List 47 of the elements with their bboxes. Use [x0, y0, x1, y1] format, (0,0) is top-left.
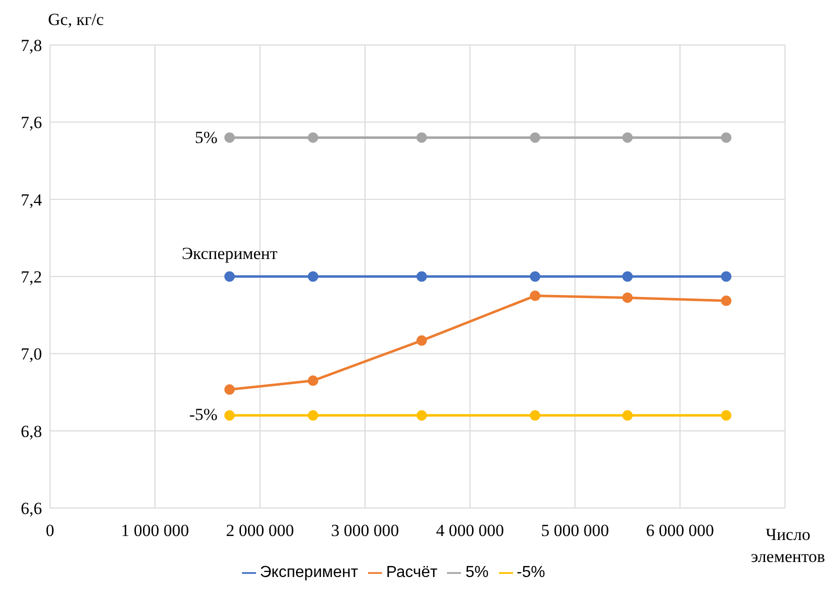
y-tick-label: 7,4 — [20, 190, 42, 210]
point — [530, 410, 540, 421]
point — [622, 292, 633, 303]
point — [530, 290, 540, 302]
x-tick-label: 3 000 000 — [331, 521, 399, 540]
y-tick-label: 6,8 — [20, 422, 42, 441]
point — [416, 271, 427, 282]
point — [622, 410, 633, 421]
y-tick-label: 6,6 — [20, 499, 42, 518]
point — [308, 271, 318, 282]
point — [308, 132, 318, 143]
x-tick-label: 0 — [46, 521, 54, 540]
point — [224, 384, 235, 395]
point — [720, 271, 732, 282]
point — [308, 410, 318, 421]
x-axis-title: Число элементов — [750, 524, 826, 568]
legend-label: Расчёт — [386, 564, 438, 581]
legend-label: -5% — [516, 564, 546, 581]
y-tick-label: 7,8 — [20, 36, 42, 56]
x-tick-label: 5 000 000 — [541, 521, 609, 540]
point — [622, 132, 633, 143]
x-tick-label: 1 000 000 — [121, 521, 189, 540]
point — [416, 410, 427, 421]
y-tick-label: 7,2 — [20, 268, 42, 287]
point — [530, 271, 540, 282]
point — [416, 132, 427, 143]
point — [224, 132, 235, 143]
annotation: -5% — [189, 404, 218, 426]
x-tick-label: 2 000 000 — [226, 521, 294, 540]
point — [308, 375, 318, 386]
point — [720, 132, 732, 143]
y-tick-label: 7,6 — [20, 113, 42, 132]
point — [720, 410, 732, 421]
legend-label: Эксперимент — [260, 564, 358, 581]
point — [720, 296, 732, 306]
point — [224, 410, 235, 421]
point — [416, 335, 427, 346]
annotation: 5% — [194, 126, 218, 149]
point — [530, 132, 540, 143]
y-axis-title: Gc, кг/с — [48, 10, 104, 30]
x-tick-label: 6 000 000 — [646, 521, 714, 540]
x-tick-label: 4 000 000 — [436, 521, 504, 540]
annotation: Эксперимент — [182, 242, 278, 264]
y-tick-label: 7,0 — [20, 344, 42, 364]
point — [224, 271, 235, 282]
point — [622, 271, 633, 282]
legend-label: 5% — [465, 564, 489, 581]
